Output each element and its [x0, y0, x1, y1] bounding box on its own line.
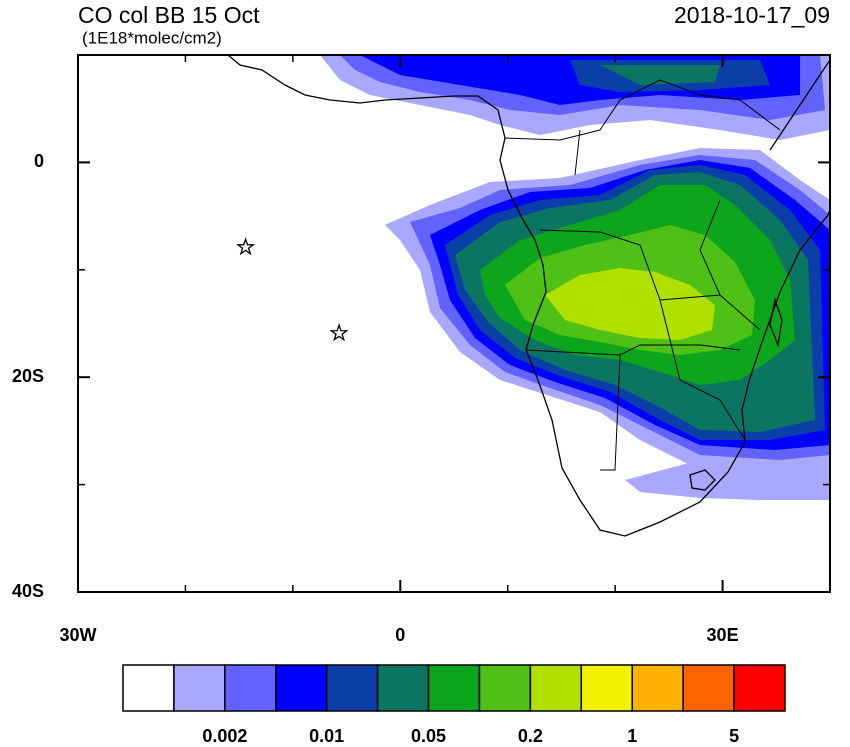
colorbar-box — [478, 664, 532, 712]
chart-subtitle: (1E18*molec/cm2) — [82, 28, 222, 47]
chart-title: CO col BB 15 Oct — [78, 2, 260, 28]
co-field — [320, 55, 830, 500]
colorbar-label: 0.01 — [309, 726, 344, 746]
y-tick-label: 40S — [12, 581, 44, 601]
date-label: 2018-10-17_09 — [674, 2, 830, 28]
lake — [769, 297, 783, 348]
colorbar-label: 0.002 — [202, 726, 247, 746]
contour-fill — [600, 65, 720, 85]
colorbar-box — [325, 664, 379, 712]
colorbar-box — [580, 664, 633, 712]
y-tick-label: 20S — [12, 366, 44, 386]
colorbar-box — [173, 664, 226, 712]
station-marker — [329, 323, 349, 342]
plot-frame — [77, 54, 831, 593]
coastline — [689, 469, 716, 491]
colorbar-label: 0.05 — [411, 726, 446, 746]
colorbar-box — [122, 664, 175, 712]
coastline — [769, 59, 830, 151]
coastlines — [227, 55, 830, 537]
colorbar-box — [682, 664, 735, 712]
colorbar-box — [376, 664, 430, 712]
x-tick-label: 0 — [395, 625, 405, 645]
x-tick-label: 30W — [59, 625, 96, 645]
colorbar-box — [529, 664, 583, 712]
colorbar-box — [275, 664, 328, 712]
x-tick-label: 30E — [707, 625, 739, 645]
colorbar-label: 5 — [729, 726, 739, 746]
colorbar-box — [733, 664, 786, 712]
colorbar-box — [631, 664, 684, 712]
contour-fill — [545, 268, 715, 340]
colorbar-label: 0.2 — [518, 726, 543, 746]
colorbar-box — [427, 664, 481, 712]
y-tick-label: 0 — [34, 151, 44, 171]
country-border — [504, 79, 781, 471]
colorbar-box — [224, 664, 277, 712]
coastline — [227, 55, 830, 537]
station-marker — [236, 237, 256, 256]
colorbar-label: 1 — [627, 726, 637, 746]
